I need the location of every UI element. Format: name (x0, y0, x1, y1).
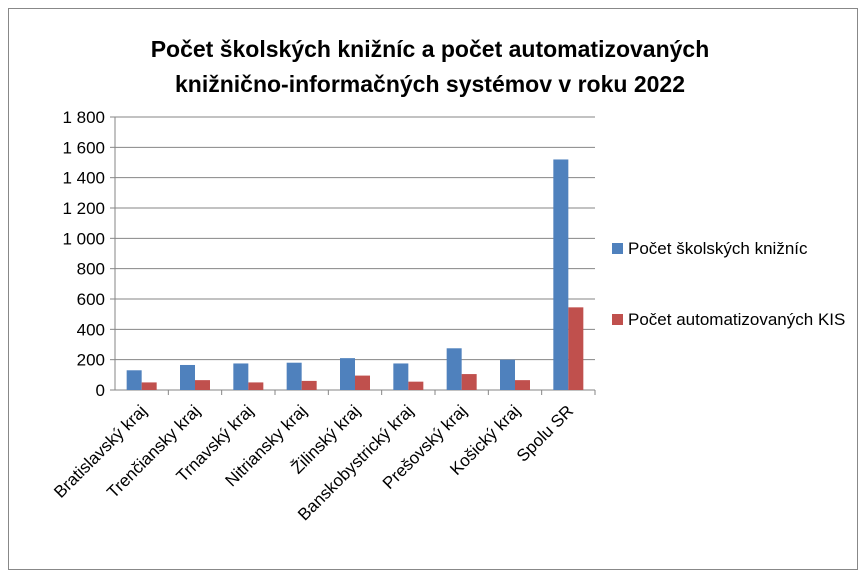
y-tick-label: 800 (77, 260, 105, 279)
bar (141, 382, 157, 390)
bar (553, 159, 569, 390)
y-tick-label: 1 800 (62, 108, 105, 127)
bar (515, 380, 530, 390)
bar (408, 381, 424, 390)
bar (286, 362, 302, 390)
legend-label: Počet školských knižníc (628, 239, 808, 258)
chart-title: Počet školských knižníc a počet automati… (150, 36, 710, 97)
bar (248, 382, 264, 390)
bar (393, 363, 409, 390)
bar (340, 358, 355, 390)
y-tick-label: 1 200 (62, 199, 105, 218)
bar (180, 364, 195, 390)
legend-item: Počet školských knižníc (612, 236, 852, 262)
legend-label: Počet automatizovaných KIS (628, 310, 846, 329)
bar (461, 374, 477, 390)
legend-item: Počet automatizovaných KIS (612, 307, 852, 333)
x-tick-label: Trenčiansky kraj (103, 401, 204, 502)
x-tick-label: Bratislavský kraj (50, 401, 150, 501)
y-tick-label: 1 400 (62, 169, 105, 188)
bar (195, 380, 210, 390)
x-tick-label: Spolu SR (513, 401, 577, 465)
y-tick-label: 600 (77, 290, 105, 309)
y-tick-label: 400 (77, 320, 105, 339)
y-tick-label: 0 (96, 381, 105, 400)
chart-frame (8, 8, 858, 570)
y-tick-label: 1 600 (62, 138, 105, 157)
bar (446, 348, 462, 390)
bar (233, 363, 249, 390)
y-tick-label: 1 000 (62, 229, 105, 248)
legend-swatch (612, 243, 623, 254)
bar (301, 380, 317, 390)
y-tick-label: 200 (77, 351, 105, 370)
bar (500, 359, 515, 390)
bar (126, 370, 142, 390)
bar (568, 307, 584, 390)
legend-swatch (612, 314, 623, 325)
bar (355, 375, 370, 390)
